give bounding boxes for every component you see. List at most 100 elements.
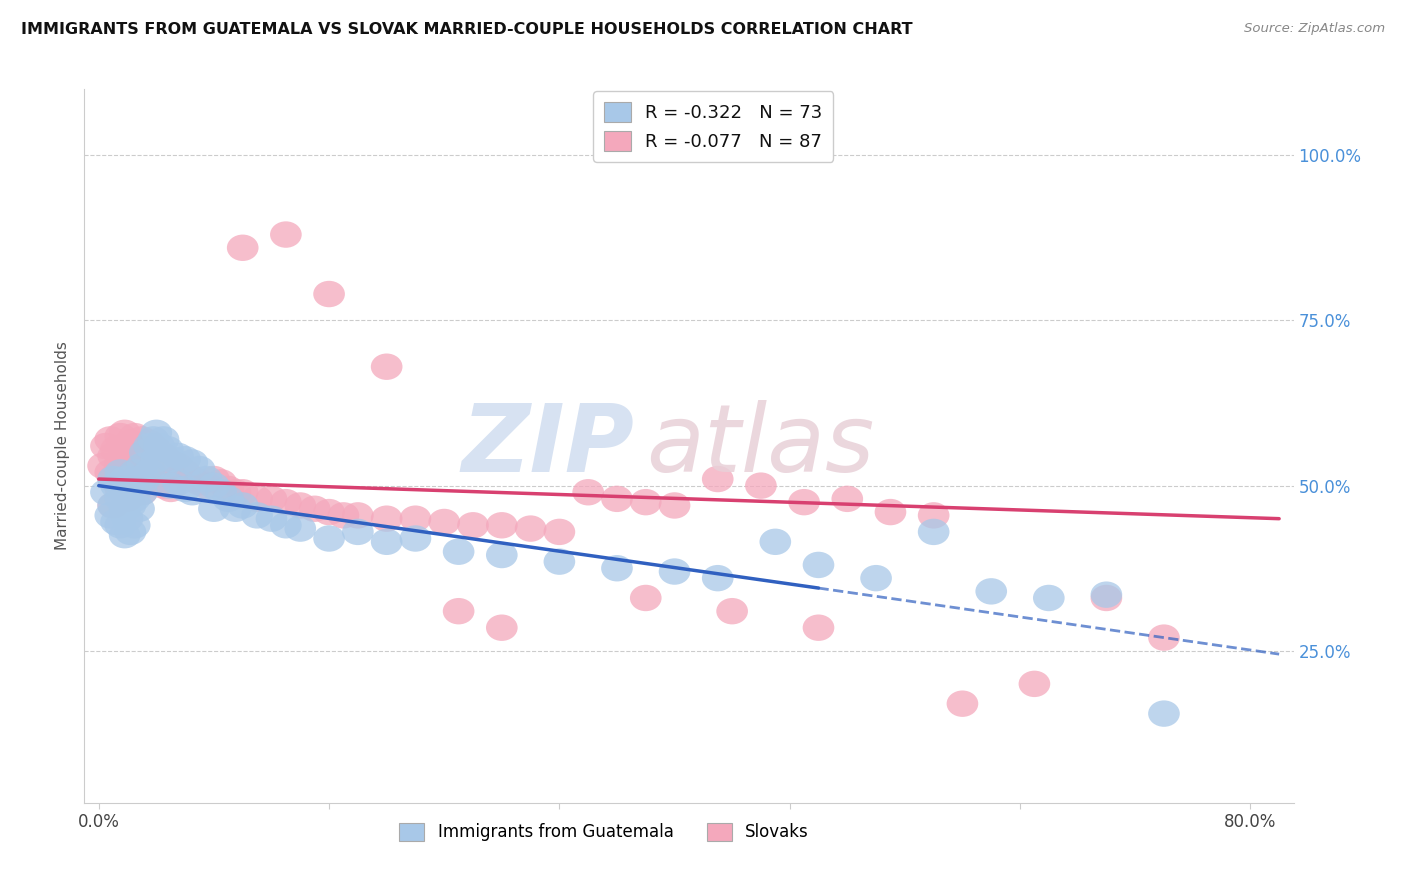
Ellipse shape bbox=[803, 552, 834, 578]
Ellipse shape bbox=[270, 221, 302, 248]
Y-axis label: Married-couple Households: Married-couple Households bbox=[55, 342, 70, 550]
Ellipse shape bbox=[457, 512, 489, 539]
Ellipse shape bbox=[314, 525, 344, 552]
Ellipse shape bbox=[169, 446, 201, 473]
Ellipse shape bbox=[198, 466, 229, 492]
Ellipse shape bbox=[127, 479, 157, 506]
Ellipse shape bbox=[108, 522, 141, 549]
Ellipse shape bbox=[104, 423, 136, 450]
Ellipse shape bbox=[918, 518, 949, 545]
Ellipse shape bbox=[100, 508, 132, 535]
Ellipse shape bbox=[212, 485, 245, 512]
Ellipse shape bbox=[745, 473, 776, 499]
Ellipse shape bbox=[104, 485, 136, 512]
Ellipse shape bbox=[97, 442, 129, 469]
Ellipse shape bbox=[515, 516, 547, 541]
Ellipse shape bbox=[256, 485, 287, 512]
Ellipse shape bbox=[702, 466, 734, 492]
Ellipse shape bbox=[148, 442, 180, 469]
Ellipse shape bbox=[111, 433, 143, 459]
Ellipse shape bbox=[399, 525, 432, 552]
Ellipse shape bbox=[572, 479, 605, 506]
Ellipse shape bbox=[399, 506, 432, 532]
Ellipse shape bbox=[342, 518, 374, 545]
Ellipse shape bbox=[177, 466, 208, 492]
Ellipse shape bbox=[299, 496, 330, 522]
Ellipse shape bbox=[104, 459, 136, 485]
Ellipse shape bbox=[131, 463, 162, 489]
Ellipse shape bbox=[155, 475, 187, 502]
Ellipse shape bbox=[314, 499, 344, 525]
Ellipse shape bbox=[270, 512, 302, 539]
Ellipse shape bbox=[124, 436, 155, 463]
Ellipse shape bbox=[120, 485, 150, 512]
Text: Source: ZipAtlas.com: Source: ZipAtlas.com bbox=[1244, 22, 1385, 36]
Ellipse shape bbox=[141, 419, 172, 446]
Ellipse shape bbox=[328, 502, 360, 529]
Ellipse shape bbox=[148, 426, 180, 452]
Ellipse shape bbox=[544, 518, 575, 545]
Ellipse shape bbox=[1018, 671, 1050, 697]
Ellipse shape bbox=[143, 433, 176, 459]
Ellipse shape bbox=[759, 529, 792, 555]
Ellipse shape bbox=[115, 459, 146, 485]
Ellipse shape bbox=[104, 512, 136, 539]
Ellipse shape bbox=[314, 281, 344, 307]
Ellipse shape bbox=[184, 456, 215, 483]
Ellipse shape bbox=[803, 615, 834, 641]
Ellipse shape bbox=[87, 452, 120, 479]
Ellipse shape bbox=[602, 555, 633, 582]
Ellipse shape bbox=[141, 466, 172, 492]
Ellipse shape bbox=[127, 479, 157, 506]
Ellipse shape bbox=[212, 475, 245, 502]
Ellipse shape bbox=[120, 459, 150, 485]
Ellipse shape bbox=[97, 492, 129, 518]
Ellipse shape bbox=[131, 436, 162, 463]
Ellipse shape bbox=[860, 565, 891, 591]
Ellipse shape bbox=[270, 489, 302, 516]
Ellipse shape bbox=[148, 473, 180, 499]
Ellipse shape bbox=[115, 518, 146, 545]
Ellipse shape bbox=[134, 429, 165, 456]
Ellipse shape bbox=[602, 485, 633, 512]
Ellipse shape bbox=[104, 450, 136, 475]
Ellipse shape bbox=[1149, 700, 1180, 727]
Ellipse shape bbox=[630, 585, 662, 611]
Ellipse shape bbox=[115, 429, 146, 456]
Ellipse shape bbox=[129, 440, 160, 466]
Ellipse shape bbox=[169, 459, 201, 485]
Ellipse shape bbox=[162, 452, 194, 479]
Ellipse shape bbox=[90, 479, 122, 506]
Legend: Immigrants from Guatemala, Slovaks: Immigrants from Guatemala, Slovaks bbox=[392, 816, 815, 848]
Text: atlas: atlas bbox=[647, 401, 875, 491]
Ellipse shape bbox=[124, 496, 155, 522]
Ellipse shape bbox=[152, 436, 184, 463]
Text: IMMIGRANTS FROM GUATEMALA VS SLOVAK MARRIED-COUPLE HOUSEHOLDS CORRELATION CHART: IMMIGRANTS FROM GUATEMALA VS SLOVAK MARR… bbox=[21, 22, 912, 37]
Ellipse shape bbox=[108, 496, 141, 522]
Ellipse shape bbox=[100, 436, 132, 463]
Ellipse shape bbox=[284, 492, 316, 518]
Ellipse shape bbox=[789, 489, 820, 516]
Ellipse shape bbox=[205, 469, 238, 496]
Ellipse shape bbox=[191, 466, 222, 492]
Ellipse shape bbox=[242, 485, 273, 512]
Ellipse shape bbox=[120, 450, 150, 475]
Ellipse shape bbox=[124, 463, 155, 489]
Ellipse shape bbox=[111, 506, 143, 532]
Ellipse shape bbox=[94, 459, 127, 485]
Ellipse shape bbox=[659, 558, 690, 585]
Ellipse shape bbox=[97, 466, 129, 492]
Ellipse shape bbox=[198, 473, 229, 499]
Ellipse shape bbox=[111, 485, 143, 512]
Ellipse shape bbox=[226, 492, 259, 518]
Ellipse shape bbox=[342, 502, 374, 529]
Ellipse shape bbox=[544, 549, 575, 574]
Ellipse shape bbox=[1033, 585, 1064, 611]
Ellipse shape bbox=[100, 463, 132, 489]
Ellipse shape bbox=[162, 469, 194, 496]
Ellipse shape bbox=[108, 466, 141, 492]
Ellipse shape bbox=[256, 506, 287, 532]
Ellipse shape bbox=[976, 578, 1007, 605]
Ellipse shape bbox=[371, 506, 402, 532]
Ellipse shape bbox=[115, 492, 146, 518]
